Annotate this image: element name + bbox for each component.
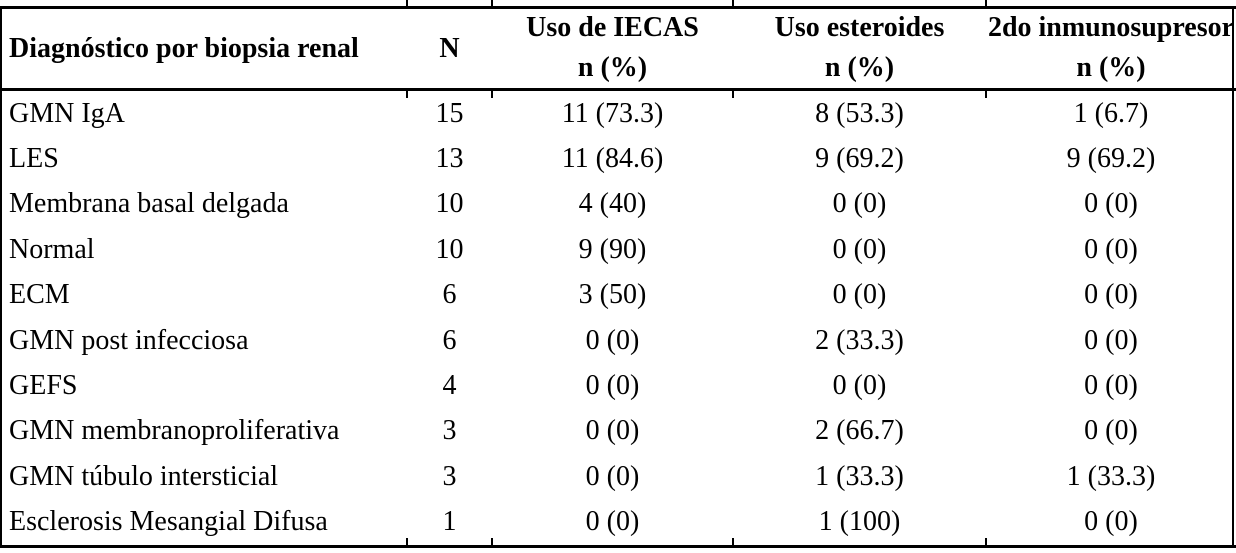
cell-n: 10 <box>435 188 464 220</box>
column-divider-tick <box>732 538 734 545</box>
cell-iecas: 11 (73.3) <box>561 97 664 129</box>
header-n-label: N <box>439 32 460 64</box>
cell-esteroides: 8 (53.3) <box>815 97 904 129</box>
table-body: GMN IgA 15 11 (73.3) 8 (53.3) 1 (6.7) LE… <box>0 91 1236 545</box>
cell-inmunosupresor: 0 (0) <box>1084 370 1138 402</box>
header-inmunosupresor: 2do inmunosupresor n (%) <box>986 9 1236 88</box>
column-divider-tick <box>491 538 493 545</box>
cell-inmunosupresor: 0 (0) <box>1084 279 1138 311</box>
header-diagnosis: Diagnóstico por biopsia renal <box>0 9 407 88</box>
cell-inmunosupresor: 1 (33.3) <box>1066 460 1156 492</box>
table-bottom-border <box>0 545 1236 548</box>
column-divider-tick <box>985 0 987 6</box>
cell-n: 3 <box>442 415 457 447</box>
header-esteroides-sublabel: n (%) <box>824 52 895 83</box>
header-inmunosupresor-sublabel: n (%) <box>1076 52 1146 83</box>
cell-esteroides: 1 (100) <box>818 506 901 538</box>
cell-esteroides: 0 (0) <box>832 370 887 402</box>
cell-inmunosupresor: 0 (0) <box>1084 188 1138 220</box>
column-divider-tick <box>406 538 408 545</box>
cell-diagnosis: GMN post infecciosa <box>9 324 249 356</box>
cell-iecas: 3 (50) <box>578 279 647 311</box>
cell-inmunosupresor: 0 (0) <box>1084 506 1138 538</box>
cell-diagnosis: GMN túbulo intersticial <box>9 460 279 492</box>
column-divider-tick <box>491 91 493 98</box>
cell-esteroides: 0 (0) <box>832 233 887 265</box>
table-header-row: Diagnóstico por biopsia renal N Uso de I… <box>0 9 1236 88</box>
column-divider-tick <box>985 538 987 545</box>
cell-n: 1 <box>442 506 457 538</box>
header-inmunosupresor-label: 2do inmunosupresor <box>987 12 1235 43</box>
header-iecas-label: Uso de IECAS <box>526 12 699 43</box>
cell-iecas: 11 (84.6) <box>561 143 664 175</box>
cell-n: 15 <box>435 97 464 129</box>
cell-inmunosupresor: 9 (69.2) <box>1066 143 1156 175</box>
cell-diagnosis: ECM <box>9 279 70 311</box>
cell-diagnosis: Normal <box>9 233 95 265</box>
cell-iecas: 4 (40) <box>578 188 647 220</box>
cell-inmunosupresor: 0 (0) <box>1084 233 1138 265</box>
cell-n: 6 <box>442 324 457 356</box>
header-diagnosis-label: Diagnóstico por biopsia renal <box>9 32 359 64</box>
header-esteroides-label: Uso esteroides <box>774 12 945 43</box>
column-divider-tick <box>406 0 408 6</box>
table-right-border <box>1232 6 1234 548</box>
cell-inmunosupresor: 0 (0) <box>1084 415 1138 447</box>
table-left-border <box>0 6 2 548</box>
cell-iecas: 0 (0) <box>585 506 640 538</box>
cell-inmunosupresor: 1 (6.7) <box>1073 97 1149 129</box>
cell-n: 4 <box>442 370 457 402</box>
table-header-border <box>0 88 1236 91</box>
cell-diagnosis: GEFS <box>9 370 78 402</box>
column-divider-tick <box>491 0 493 6</box>
header-esteroides: Uso esteroides n (%) <box>733 9 986 88</box>
header-iecas: Uso de IECAS n (%) <box>492 9 733 88</box>
cell-esteroides: 2 (33.3) <box>815 324 904 356</box>
cell-diagnosis: Esclerosis Mesangial Difusa <box>9 506 328 538</box>
cell-iecas: 0 (0) <box>585 460 640 492</box>
cell-iecas: 0 (0) <box>585 370 640 402</box>
cell-iecas: 0 (0) <box>585 324 640 356</box>
cell-esteroides: 1 (33.3) <box>815 460 904 492</box>
cell-iecas: 9 (90) <box>578 233 647 265</box>
cell-n: 13 <box>435 143 464 175</box>
header-n: N <box>407 9 492 88</box>
cell-esteroides: 0 (0) <box>832 279 887 311</box>
cell-esteroides: 0 (0) <box>832 188 887 220</box>
column-divider-tick <box>732 91 734 98</box>
cell-esteroides: 9 (69.2) <box>815 143 904 175</box>
cell-esteroides: 2 (66.7) <box>815 415 904 447</box>
table-top-border <box>0 6 1236 9</box>
cell-diagnosis: GMN IgA <box>9 97 125 129</box>
column-divider-tick <box>732 0 734 6</box>
cell-iecas: 0 (0) <box>585 415 640 447</box>
cell-n: 6 <box>442 279 457 311</box>
column-divider-tick <box>406 91 408 98</box>
cell-n: 10 <box>435 233 464 265</box>
cell-diagnosis: GMN membranoproliferativa <box>9 415 340 447</box>
column-divider-tick <box>985 91 987 98</box>
header-iecas-sublabel: n (%) <box>577 52 648 83</box>
cell-n: 3 <box>442 460 457 492</box>
cell-inmunosupresor: 0 (0) <box>1084 324 1138 356</box>
cell-diagnosis: Membrana basal delgada <box>9 188 289 220</box>
cell-diagnosis: LES <box>9 143 59 175</box>
